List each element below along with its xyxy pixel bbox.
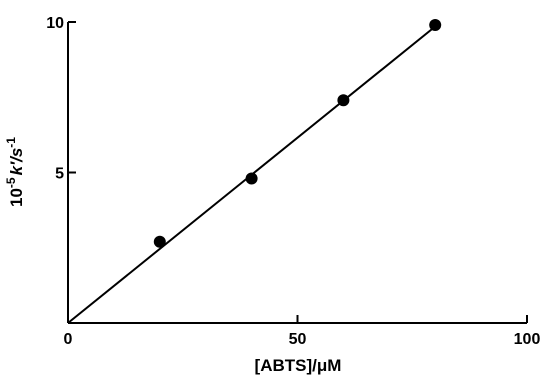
y-axis-label-exp: -5 <box>4 177 18 188</box>
y-axis-label-exp2: -1 <box>4 137 18 148</box>
tick-labels: 0 50 100 5 10 <box>46 15 540 348</box>
y-axis-label-mid: k′/s <box>7 148 26 176</box>
data-point <box>153 235 166 248</box>
data-point <box>429 19 442 32</box>
y-tick-label: 5 <box>55 166 64 183</box>
data-point <box>337 94 350 107</box>
x-axis-label: [ABTS]/μM <box>255 356 342 375</box>
data-point <box>245 172 258 185</box>
y-tick-label: 10 <box>46 15 64 32</box>
y-axis-label: 10-5k′/s-1 <box>4 137 26 207</box>
x-tick-label: 100 <box>514 331 541 348</box>
y-axis-label-base: 10 <box>7 188 26 207</box>
x-tick-label: 50 <box>289 331 307 348</box>
axes <box>67 21 528 324</box>
data-points <box>153 19 442 248</box>
x-tick-label: 0 <box>64 331 73 348</box>
